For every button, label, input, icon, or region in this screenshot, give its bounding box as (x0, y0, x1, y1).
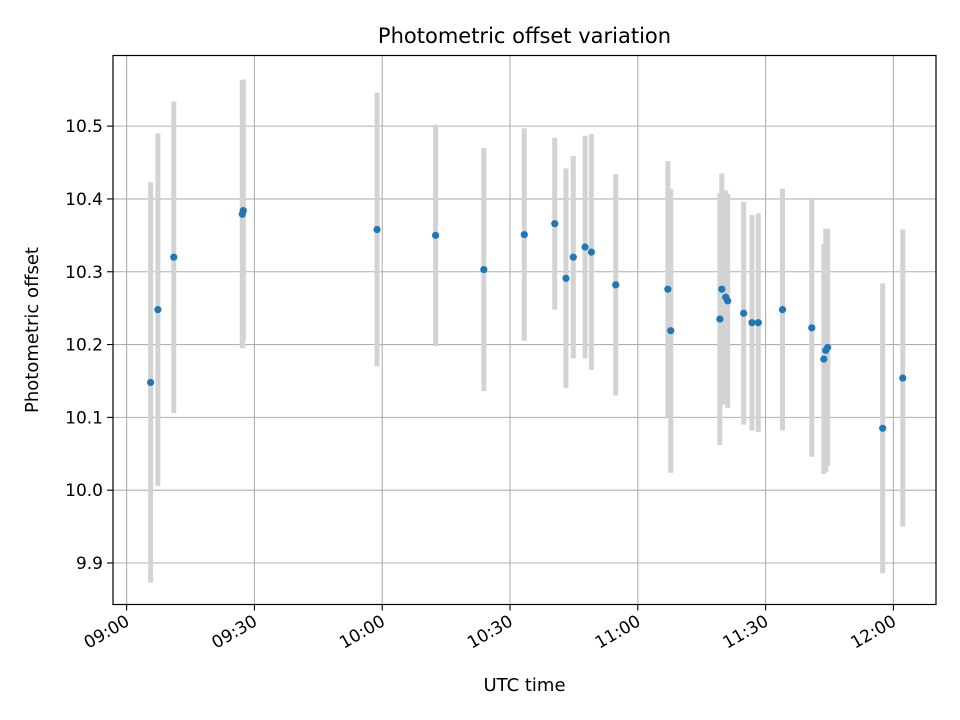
data-points (147, 206, 907, 432)
data-point (718, 285, 726, 293)
plot-frame (112, 54, 937, 606)
y-tick-label: 10.2 (65, 336, 103, 356)
data-point (551, 220, 559, 228)
data-point (612, 281, 620, 289)
data-point (432, 231, 440, 239)
data-point (824, 343, 832, 352)
data-point (587, 248, 595, 256)
data-point (748, 319, 756, 327)
data-point (667, 327, 675, 335)
data-point (740, 309, 748, 317)
chart-title: Photometric offset variation (378, 24, 671, 48)
data-point (562, 274, 570, 282)
data-point (373, 225, 381, 234)
y-tick-label: 10.1 (65, 408, 103, 428)
y-tick-label: 10.3 (65, 263, 103, 283)
data-point (716, 315, 724, 323)
data-point (778, 306, 787, 314)
data-point (170, 253, 178, 261)
data-point (879, 424, 887, 432)
data-point (899, 374, 907, 382)
y-axis-ticks: 9.9 10.0 10.1 10.2 10.3 10.4 10.5 (65, 117, 113, 574)
data-point (724, 297, 732, 305)
data-point (664, 285, 672, 293)
data-point (154, 306, 162, 314)
data-point (808, 324, 816, 332)
data-point (520, 231, 528, 239)
data-point (820, 355, 828, 363)
y-tick-label: 9.9 (76, 554, 103, 574)
data-point (480, 265, 488, 274)
data-point (239, 206, 247, 215)
y-tick-label: 10.0 (65, 481, 103, 501)
data-point (147, 378, 155, 387)
x-axis-label: UTC time (483, 675, 565, 696)
data-point (581, 243, 589, 251)
data-point (754, 319, 762, 327)
y-axis-label: Photometric offset (22, 247, 43, 413)
data-point (569, 253, 577, 261)
y-tick-label: 10.4 (65, 190, 103, 210)
y-tick-label: 10.5 (65, 117, 103, 137)
